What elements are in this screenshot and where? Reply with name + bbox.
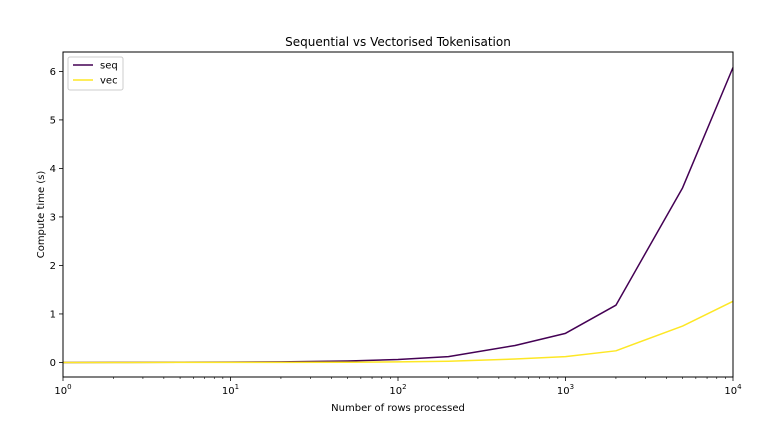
x-tick-label: 100 xyxy=(54,383,71,397)
y-tick-label: 5 xyxy=(50,115,56,126)
y-tick-label: 3 xyxy=(50,212,56,223)
x-axis-label: Number of rows processed xyxy=(331,403,465,414)
x-tick-label: 101 xyxy=(222,383,239,397)
series-line-vec xyxy=(63,300,734,364)
y-axis-label: Compute time (s) xyxy=(36,171,47,259)
y-tick-label: 4 xyxy=(50,164,56,175)
y-tick-label: 0 xyxy=(50,358,56,369)
x-axis-ticks: 100 101 102 103 104 xyxy=(54,377,742,397)
plot-lines xyxy=(62,67,734,364)
x-tick-label: 103 xyxy=(557,383,574,397)
x-tick-label: 104 xyxy=(724,383,742,397)
legend-label-vec: vec xyxy=(100,76,118,87)
legend-label-seq: seq xyxy=(100,61,118,72)
y-tick-label: 2 xyxy=(50,261,56,272)
y-tick-label: 1 xyxy=(50,309,56,320)
x-tick-label: 102 xyxy=(389,383,406,397)
y-axis-ticks: 0 1 2 3 4 5 6 xyxy=(50,67,63,369)
plot-frame xyxy=(62,51,734,378)
series-line-seq xyxy=(62,67,734,364)
legend: seq vec xyxy=(67,56,124,91)
y-tick-label: 6 xyxy=(50,67,56,78)
chart-title: Sequential vs Vectorised Tokenisation xyxy=(285,35,511,49)
